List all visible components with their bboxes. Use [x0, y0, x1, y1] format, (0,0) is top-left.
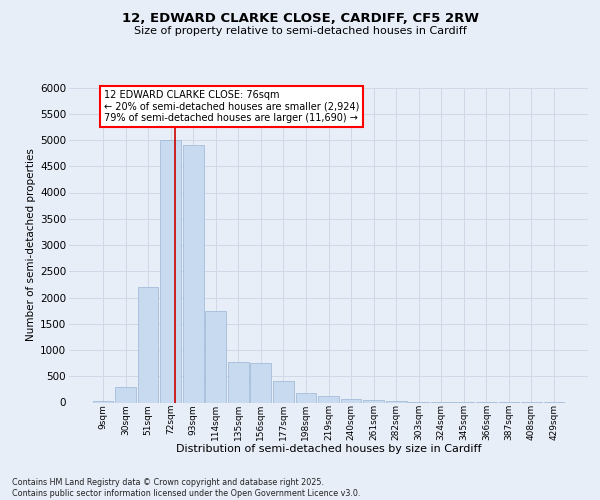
Bar — [205, 310, 226, 402]
Bar — [183, 145, 203, 403]
Bar — [160, 140, 181, 402]
Text: 12, EDWARD CLARKE CLOSE, CARDIFF, CF5 2RW: 12, EDWARD CLARKE CLOSE, CARDIFF, CF5 2R… — [121, 12, 479, 26]
Bar — [92, 401, 113, 402]
Text: Contains HM Land Registry data © Crown copyright and database right 2025.
Contai: Contains HM Land Registry data © Crown c… — [12, 478, 361, 498]
Bar — [273, 381, 294, 402]
Bar — [228, 362, 248, 403]
Bar — [296, 393, 316, 402]
Bar — [250, 362, 271, 403]
Text: 12 EDWARD CLARKE CLOSE: 76sqm
← 20% of semi-detached houses are smaller (2,924)
: 12 EDWARD CLARKE CLOSE: 76sqm ← 20% of s… — [104, 90, 359, 124]
Bar — [318, 396, 339, 402]
Bar — [137, 287, 158, 403]
X-axis label: Distribution of semi-detached houses by size in Cardiff: Distribution of semi-detached houses by … — [176, 444, 481, 454]
Bar — [115, 388, 136, 402]
Y-axis label: Number of semi-detached properties: Number of semi-detached properties — [26, 148, 36, 342]
Bar — [341, 398, 361, 402]
Bar — [363, 400, 384, 402]
Text: Size of property relative to semi-detached houses in Cardiff: Size of property relative to semi-detach… — [134, 26, 466, 36]
